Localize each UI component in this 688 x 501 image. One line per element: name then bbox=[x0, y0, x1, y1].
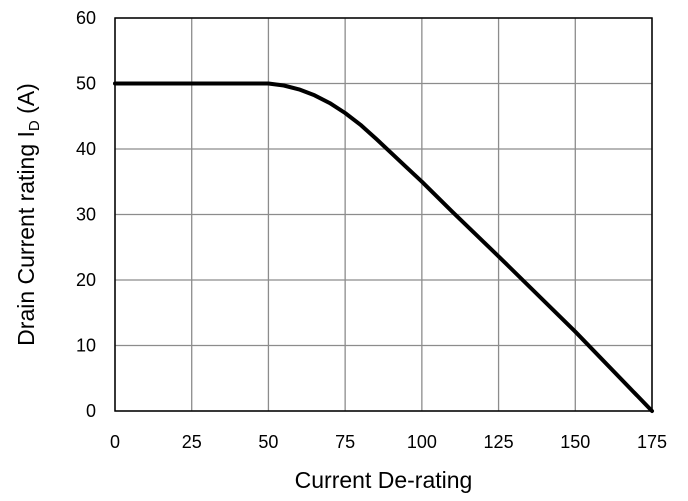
y-tick-label: 40 bbox=[76, 139, 96, 159]
x-tick-label: 25 bbox=[182, 432, 202, 452]
y-tick-label: 50 bbox=[76, 74, 96, 94]
y-axis-title: Drain Current rating ID (A) bbox=[13, 83, 43, 346]
y-tick-labels: 0 10 20 30 40 50 60 bbox=[76, 8, 96, 421]
x-tick-label: 175 bbox=[637, 432, 667, 452]
y-tick-label: 0 bbox=[86, 401, 96, 421]
y-tick-label: 10 bbox=[76, 336, 96, 356]
x-tick-label: 0 bbox=[110, 432, 120, 452]
grid-lines bbox=[114, 17, 653, 412]
x-tick-label: 150 bbox=[560, 432, 590, 452]
y-tick-label: 20 bbox=[76, 270, 96, 290]
plot-area bbox=[114, 17, 653, 412]
x-tick-label: 100 bbox=[407, 432, 437, 452]
y-axis-title-subscript: D bbox=[26, 120, 43, 131]
y-axis-title-main: Drain Current rating I bbox=[13, 131, 39, 346]
x-tick-label: 50 bbox=[258, 432, 278, 452]
series-line bbox=[113, 81, 654, 413]
x-tick-labels: 0 25 50 75 100 125 150 175 bbox=[110, 432, 667, 452]
x-tick-label: 125 bbox=[484, 432, 514, 452]
y-tick-label: 30 bbox=[76, 205, 96, 225]
x-axis-title: Current De-rating bbox=[295, 467, 473, 493]
y-axis-title-suffix: (A) bbox=[13, 83, 39, 120]
y-tick-label: 60 bbox=[76, 8, 96, 28]
x-tick-label: 75 bbox=[335, 432, 355, 452]
